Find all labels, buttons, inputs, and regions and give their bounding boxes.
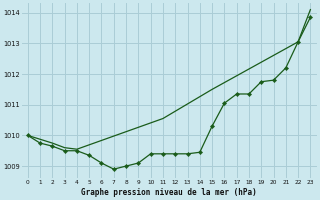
X-axis label: Graphe pression niveau de la mer (hPa): Graphe pression niveau de la mer (hPa) (81, 188, 257, 197)
